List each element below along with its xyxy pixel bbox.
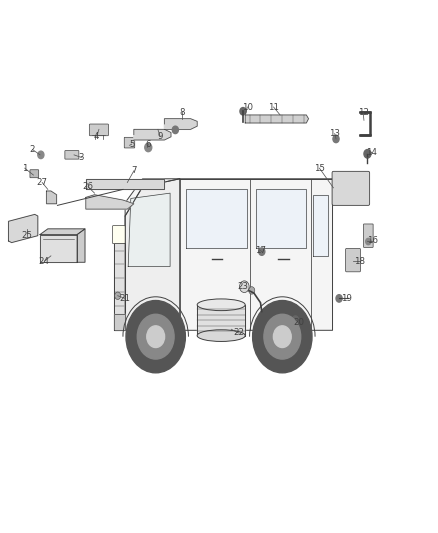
Text: 26: 26 [82, 182, 94, 191]
Text: 17: 17 [255, 246, 266, 255]
Polygon shape [197, 305, 245, 336]
Polygon shape [313, 195, 328, 256]
Polygon shape [256, 189, 306, 248]
Polygon shape [114, 314, 125, 330]
Circle shape [145, 143, 152, 152]
FancyBboxPatch shape [65, 151, 79, 159]
Circle shape [172, 126, 178, 134]
Circle shape [336, 295, 342, 302]
Text: 24: 24 [39, 257, 50, 265]
Text: 18: 18 [354, 257, 365, 265]
Polygon shape [125, 179, 180, 330]
Text: 9: 9 [157, 132, 163, 141]
FancyBboxPatch shape [89, 124, 109, 136]
Polygon shape [164, 119, 197, 130]
Circle shape [292, 316, 298, 324]
Circle shape [137, 314, 174, 359]
Text: 7: 7 [131, 166, 137, 175]
Text: 15: 15 [314, 164, 325, 173]
Text: 4: 4 [94, 132, 99, 141]
Polygon shape [40, 235, 77, 262]
Circle shape [366, 238, 371, 245]
Circle shape [147, 326, 165, 348]
Polygon shape [9, 214, 38, 243]
Text: 13: 13 [329, 129, 340, 138]
Text: 2: 2 [30, 145, 35, 154]
Polygon shape [125, 179, 332, 330]
Text: 11: 11 [268, 102, 279, 111]
Polygon shape [46, 191, 57, 204]
Polygon shape [86, 179, 164, 189]
Circle shape [259, 248, 265, 255]
Circle shape [333, 135, 339, 143]
Polygon shape [40, 229, 85, 235]
FancyBboxPatch shape [364, 224, 373, 247]
Circle shape [240, 281, 249, 293]
Circle shape [253, 301, 312, 373]
Text: 8: 8 [179, 108, 185, 117]
FancyBboxPatch shape [113, 225, 125, 244]
Text: 19: 19 [341, 294, 352, 303]
Polygon shape [245, 115, 308, 123]
Ellipse shape [197, 330, 245, 342]
Circle shape [38, 151, 44, 159]
Text: 6: 6 [145, 140, 151, 149]
Polygon shape [77, 229, 85, 262]
FancyBboxPatch shape [30, 169, 39, 177]
Text: 22: 22 [233, 328, 244, 337]
Text: 16: 16 [367, 237, 378, 246]
Polygon shape [86, 195, 134, 209]
Circle shape [364, 150, 371, 158]
Text: 5: 5 [129, 140, 134, 149]
Polygon shape [128, 193, 170, 266]
Text: 21: 21 [120, 294, 131, 303]
FancyBboxPatch shape [332, 171, 370, 205]
Text: 14: 14 [366, 148, 377, 157]
Text: 27: 27 [37, 178, 48, 187]
Polygon shape [134, 130, 171, 140]
Circle shape [240, 108, 246, 115]
Circle shape [249, 287, 255, 294]
Text: 20: 20 [293, 318, 304, 327]
Polygon shape [114, 243, 125, 330]
Text: 3: 3 [79, 153, 84, 162]
Circle shape [264, 314, 301, 359]
FancyBboxPatch shape [124, 138, 135, 148]
Circle shape [273, 326, 291, 348]
Ellipse shape [197, 299, 245, 311]
Circle shape [126, 301, 185, 373]
Polygon shape [186, 189, 247, 248]
FancyBboxPatch shape [346, 248, 360, 272]
Text: 12: 12 [357, 108, 369, 117]
Text: 23: 23 [237, 282, 248, 291]
Text: 1: 1 [22, 164, 28, 173]
Text: 10: 10 [242, 102, 253, 111]
Text: 25: 25 [21, 231, 32, 240]
Circle shape [115, 292, 121, 300]
